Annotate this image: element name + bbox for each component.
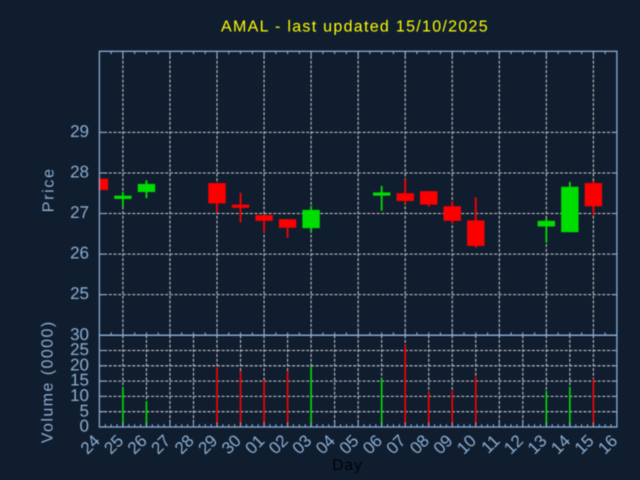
svg-text:5: 5 xyxy=(80,401,89,420)
svg-text:25: 25 xyxy=(70,284,89,303)
svg-text:29: 29 xyxy=(70,122,89,141)
svg-text:10: 10 xyxy=(70,386,89,405)
svg-text:16: 16 xyxy=(594,431,621,458)
svg-text:20: 20 xyxy=(70,355,89,374)
svg-text:25: 25 xyxy=(70,340,89,359)
svg-text:27: 27 xyxy=(70,203,89,222)
svg-text:26: 26 xyxy=(70,244,89,263)
svg-text:30: 30 xyxy=(70,325,89,344)
svg-text:AMAL - last updated 15/10/2025: AMAL - last updated 15/10/2025 xyxy=(221,18,489,35)
svg-text:Volume (0000): Volume (0000) xyxy=(40,320,57,443)
svg-text:28: 28 xyxy=(70,163,89,182)
svg-text:15: 15 xyxy=(70,371,89,390)
svg-text:Day: Day xyxy=(332,457,363,474)
svg-text:Price: Price xyxy=(41,167,58,212)
svg-text:10: 10 xyxy=(453,431,480,458)
svg-text:0: 0 xyxy=(80,417,89,436)
